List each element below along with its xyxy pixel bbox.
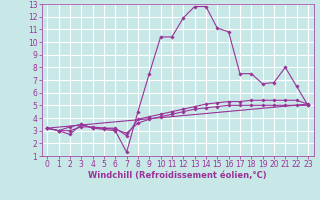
X-axis label: Windchill (Refroidissement éolien,°C): Windchill (Refroidissement éolien,°C) <box>88 171 267 180</box>
